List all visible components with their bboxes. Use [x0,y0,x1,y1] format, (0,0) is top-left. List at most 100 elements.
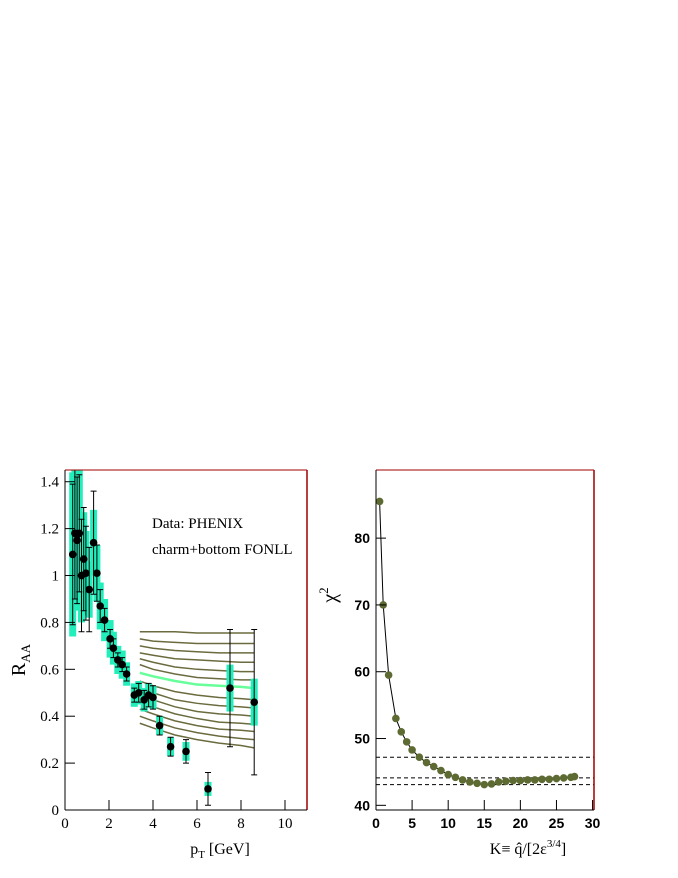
model-curve [139,715,255,741]
data-point [397,728,406,736]
x-tick-label: 8 [237,816,245,832]
y-axis-title-main: R [8,662,30,676]
data-point [494,778,503,786]
model-curve [139,658,255,673]
x-axis-title-end: [GeV] [205,841,250,858]
y-axis-title: RAA [8,643,33,676]
annotation: charm+bottom FONLL [152,542,293,558]
data-point [109,644,118,653]
y-tick-label: 0.4 [40,709,59,725]
data-point [429,762,438,771]
data-point [408,746,416,754]
data-point [93,569,101,577]
data-point [570,772,579,781]
x-tick-label: 0 [372,815,380,831]
data-point [415,753,424,762]
y-tick-label: 60 [354,664,370,680]
data-point [118,660,126,669]
x-tick-label: 4 [149,816,157,832]
data-point [559,774,568,782]
y-axis-title-sub: AA [18,643,33,662]
model-curve [139,671,255,690]
data-point [149,693,157,702]
x-tick-label: 25 [549,815,565,831]
model-curve [139,645,255,654]
x-tick-label: 20 [513,815,529,831]
data-point [250,698,258,706]
data-point [376,497,384,506]
data-point [73,536,81,545]
data-point [480,780,489,789]
y-tick-label: 0.2 [40,756,59,772]
model-curve [139,631,255,634]
data-point [392,714,400,723]
data-point [85,585,93,594]
data-point [204,785,212,793]
y-tick-label: 0.6 [40,662,59,678]
data-point [466,778,474,786]
x-tick-label: 10 [440,815,456,831]
data-point [226,684,234,692]
x-tick-label: 5 [408,815,416,831]
data-point [155,721,164,730]
data-point [96,602,104,610]
model-curve [139,638,255,645]
x-axis-title-end: ] [561,841,566,858]
x-axis-title-sub: T [198,849,205,861]
x-axis-title: K≡ q̂/[2ε3/4] [490,838,566,858]
x-tick-label: 15 [476,815,492,831]
y-tick-label: 0 [52,803,60,819]
y-tick-label: 1.4 [40,475,59,491]
x-tick-label: 2 [105,816,113,832]
data-point [384,671,393,679]
plot-area [376,497,594,789]
data-point [487,780,496,788]
data-point [458,776,467,784]
data-point [68,550,77,559]
data-point [444,770,452,779]
data-point [100,616,109,624]
y-axis-title-sup: 2 [316,587,331,594]
data-point [437,766,445,775]
data-point [89,538,98,547]
model-curve [139,652,255,664]
data-point [516,776,525,785]
x-tick-label: 30 [585,815,601,831]
panel: 0 2 4 6 8 10 0 0.2 0.4 0.6 0.8 1 1.2 1.4 pT [GeV] RAA Da… [8,469,308,861]
y-axis-title: χ2 [316,587,341,603]
data-point [422,758,431,767]
data-point [523,776,532,784]
data-point [106,635,114,643]
y-tick-label: 40 [354,797,370,813]
data-point [509,776,517,785]
y-tick-label: 1.2 [40,522,59,538]
data-point [82,569,90,577]
data-point [451,773,460,782]
data-point [502,777,510,786]
y-tick-label: 0.8 [40,615,59,631]
x-axis-title-main: K≡ q̂/[2ε [490,841,547,858]
y-axis-title-main: χ [319,594,341,604]
x-axis-title: pT [GeV] [190,841,250,861]
data-point [182,747,190,756]
data-point [473,779,481,788]
panel: 0 5 10 15 20 25 30 40 50 60 70 80 K≡ q̂/[2ε3/4] χ2 [316,469,601,858]
model-curve [139,663,255,681]
data-point [134,688,143,697]
x-tick-label: 10 [278,816,293,832]
x-tick-label: 6 [193,816,201,832]
x-axis-title-main: p [190,841,198,858]
y-tick-label: 50 [354,731,370,747]
data-point [122,670,131,678]
x-axis-title-sup: 3/4 [547,838,562,850]
model-curve [139,708,255,733]
data-point [545,775,554,784]
data-point [75,529,84,538]
data-point [402,738,411,746]
y-tick-label: 1 [52,569,60,585]
data-point [531,776,539,784]
x-tick-label: 0 [61,816,69,832]
data-point [552,774,561,783]
